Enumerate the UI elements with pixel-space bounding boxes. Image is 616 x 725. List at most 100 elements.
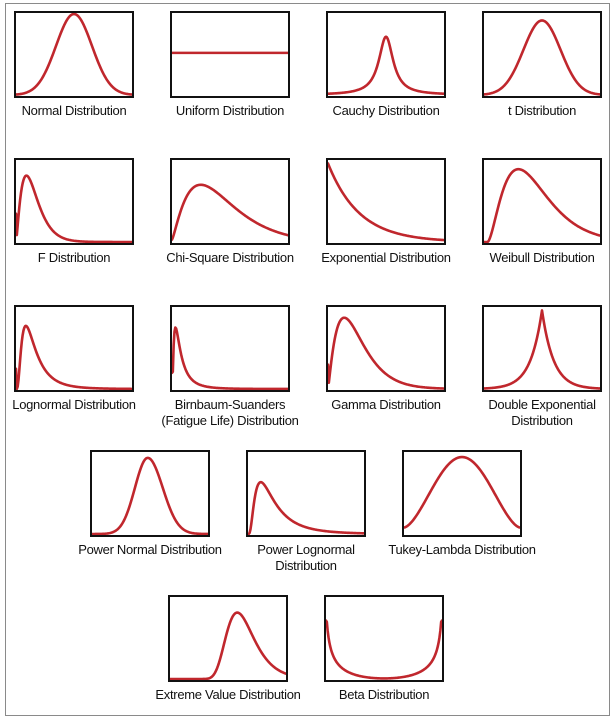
distribution-chi-square: Chi-Square Distribution — [166, 158, 294, 288]
density-curve — [170, 611, 286, 680]
density-plot — [484, 309, 600, 390]
density-curve — [404, 455, 520, 529]
density-plot — [248, 480, 364, 535]
density-curve — [328, 35, 444, 96]
density-curve — [172, 183, 288, 241]
distribution-label: F Distribution — [0, 250, 159, 266]
distribution-uniform: Uniform Distribution — [170, 11, 290, 141]
plot-box — [170, 305, 290, 392]
plot-box — [14, 11, 134, 98]
plot-box — [482, 11, 602, 98]
figure-frame — [5, 3, 610, 716]
density-plot — [92, 456, 208, 535]
density-plot — [484, 167, 600, 243]
label-line: Tukey-Lambda Distribution — [388, 542, 536, 557]
density-curve — [326, 619, 442, 680]
plot-box — [482, 158, 602, 245]
density-curve — [16, 174, 132, 243]
density-curve — [16, 13, 132, 96]
plot-box — [14, 305, 134, 392]
density-curve — [484, 167, 600, 243]
plot-box — [246, 450, 366, 537]
distribution-label: Tukey-Lambda Distribution — [377, 542, 547, 558]
label-line: Lognormal Distribution — [12, 397, 136, 412]
plot-box — [324, 595, 444, 682]
distribution-gamma: Gamma Distribution — [326, 305, 446, 435]
plot-box — [90, 450, 210, 537]
distribution-label: Birnbaum-Suanders (Fatigue Life) Distribu… — [145, 397, 315, 429]
label-line: Exponential Distribution — [321, 250, 451, 265]
density-plot — [326, 619, 442, 680]
label-line: Cauchy Distribution — [332, 103, 440, 118]
distribution-cauchy: Cauchy Distribution — [326, 11, 446, 141]
density-curve — [328, 316, 444, 390]
label-line: Weibull Distribution — [489, 250, 595, 265]
plot-box — [402, 450, 522, 537]
density-plot — [172, 51, 288, 55]
label-line: Power Normal Distribution — [78, 542, 222, 557]
distribution-label: Extreme Value Distribution — [143, 687, 313, 703]
plot-box — [326, 305, 446, 392]
distribution-t: t Distribution — [482, 11, 602, 141]
distribution-label: Weibull Distribution — [457, 250, 616, 266]
density-plot — [328, 316, 444, 390]
distribution-label: Double Exponential Distribution — [457, 397, 616, 429]
distribution-lognormal: Lognormal Distribution — [12, 305, 136, 435]
density-curve — [328, 162, 444, 242]
label-line: Birnbaum-Suanders — [174, 397, 286, 412]
label-line: Distribution — [275, 558, 337, 573]
distribution-label: Power Normal Distribution — [65, 542, 235, 558]
distribution-label: Lognormal Distribution — [0, 397, 159, 413]
density-curve — [172, 326, 288, 390]
label-line: Power Lognormal — [257, 542, 355, 557]
density-curve — [92, 456, 208, 535]
distribution-birnbaum-saunders: Birnbaum-Suanders (Fatigue Life) Distribu… — [161, 305, 299, 435]
density-plot — [404, 455, 520, 529]
plot-box — [326, 158, 446, 245]
label-line: Chi-Square Distribution — [166, 250, 294, 265]
label-line: Double Exponential — [488, 397, 596, 412]
distribution-label: Exponential Distribution — [301, 250, 471, 266]
density-curve — [484, 309, 600, 390]
density-curve — [484, 19, 600, 96]
density-plot — [16, 174, 132, 243]
label-line: Extreme Value Distribution — [155, 687, 301, 702]
distribution-label: Uniform Distribution — [145, 103, 315, 119]
density-plot — [170, 611, 286, 680]
label-line: F Distribution — [37, 250, 111, 265]
distribution-label: Normal Distribution — [0, 103, 159, 119]
label-line: Normal Distribution — [21, 103, 127, 118]
density-curve — [16, 324, 132, 390]
plot-box — [170, 158, 290, 245]
distribution-normal: Normal Distribution — [14, 11, 134, 141]
density-plot — [328, 162, 444, 242]
plot-box — [170, 11, 290, 98]
distribution-label: Gamma Distribution — [301, 397, 471, 413]
plot-box — [482, 305, 602, 392]
distribution-weibull: Weibull Distribution — [482, 158, 602, 288]
label-line: Distribution — [511, 413, 573, 428]
density-curve — [248, 480, 364, 535]
density-plot — [16, 324, 132, 390]
distribution-power-lognormal: Power Lognormal Distribution — [246, 450, 366, 580]
density-plot — [328, 35, 444, 96]
label-line: Gamma Distribution — [331, 397, 441, 412]
distribution-beta: Beta Distribution — [324, 595, 444, 725]
density-plot — [484, 19, 600, 96]
distribution-label: Power Lognormal Distribution — [221, 542, 391, 574]
distribution-label: t Distribution — [457, 103, 616, 119]
distribution-label: Cauchy Distribution — [301, 103, 471, 119]
label-line: Uniform Distribution — [175, 103, 285, 118]
plot-box — [326, 11, 446, 98]
density-plot — [172, 183, 288, 241]
plot-box — [14, 158, 134, 245]
density-plot — [16, 13, 132, 96]
distribution-label: Beta Distribution — [299, 687, 469, 703]
distribution-f: F Distribution — [14, 158, 134, 288]
label-line: (Fatigue Life) Distribution — [161, 413, 299, 428]
distribution-tukey-lambda: Tukey-Lambda Distribution — [388, 450, 536, 580]
label-line: t Distribution — [507, 103, 577, 118]
distribution-power-normal: Power Normal Distribution — [78, 450, 222, 580]
plot-box — [168, 595, 288, 682]
label-line: Beta Distribution — [338, 687, 430, 702]
